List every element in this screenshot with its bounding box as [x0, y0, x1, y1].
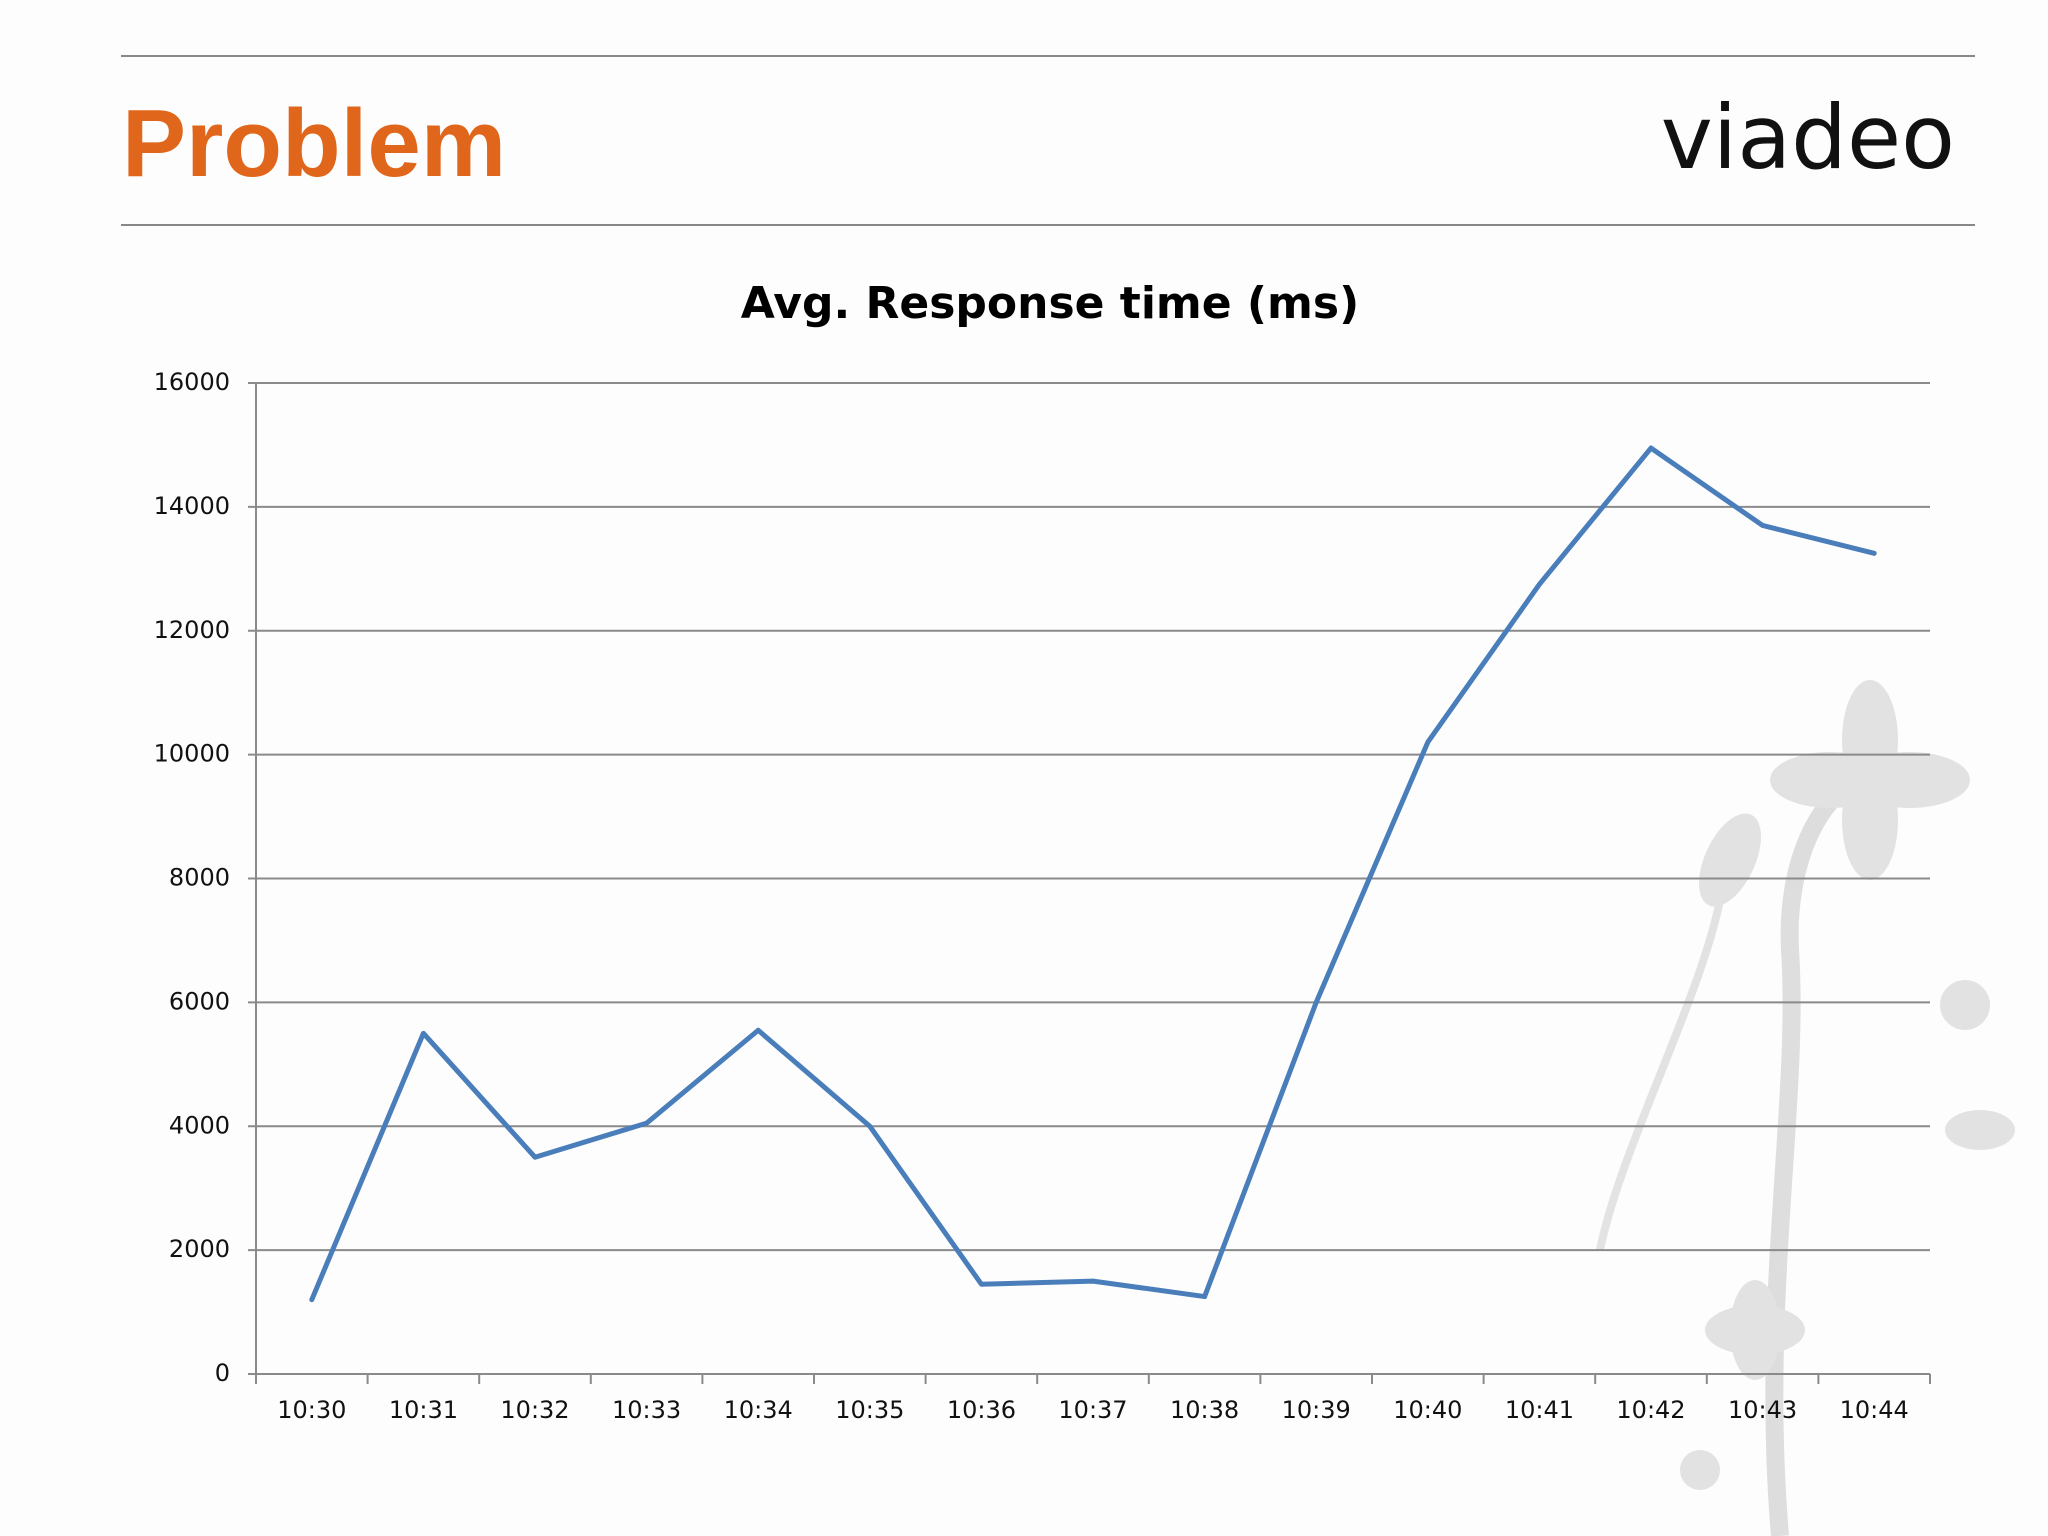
stem	[1596, 899, 1724, 1251]
petal	[1705, 1305, 1805, 1355]
x-tick-label: 10:30	[277, 1396, 346, 1424]
y-tick-label: 12000	[154, 616, 230, 644]
slide-title: Problem	[122, 90, 506, 197]
x-tick-label: 10:42	[1616, 1396, 1685, 1424]
logo: viadeo	[1661, 86, 1955, 189]
y-tick-label: 8000	[169, 864, 230, 892]
x-tick-label: 10:43	[1728, 1396, 1797, 1424]
y-tick-label: 16000	[154, 368, 230, 396]
stem	[1765, 771, 1871, 1536]
x-tick-label: 10:37	[1058, 1396, 1127, 1424]
y-tick-label: 4000	[169, 1111, 230, 1139]
petal	[1850, 752, 1970, 808]
y-tick-label: 14000	[154, 492, 230, 520]
x-tick-label: 10:33	[612, 1396, 681, 1424]
chart-title: Avg. Response time (ms)	[741, 278, 1359, 329]
x-tick-label: 10:41	[1505, 1396, 1574, 1424]
dot-flower	[1940, 980, 1990, 1030]
x-tick-label: 10:35	[835, 1396, 904, 1424]
data-line	[309, 445, 1877, 1303]
x-tick-label: 10:31	[389, 1396, 458, 1424]
x-tick-label: 10:34	[724, 1396, 793, 1424]
y-tick-label: 6000	[169, 987, 230, 1015]
y-tick-label: 10000	[154, 740, 230, 768]
leaf	[1699, 813, 1761, 907]
dot-flower	[1680, 1450, 1720, 1490]
x-tick-label: 10:44	[1840, 1396, 1909, 1424]
x-tick-label: 10:32	[500, 1396, 569, 1424]
x-tick-label: 10:40	[1393, 1396, 1462, 1424]
leaf	[1945, 1110, 2015, 1150]
x-tick-label: 10:39	[1282, 1396, 1351, 1424]
x-tick-label: 10:38	[1170, 1396, 1239, 1424]
y-tick-label: 0	[215, 1359, 230, 1387]
y-tick-label: 2000	[169, 1235, 230, 1263]
flower-decoration	[1596, 680, 2015, 1536]
x-tick-label: 10:36	[947, 1396, 1016, 1424]
